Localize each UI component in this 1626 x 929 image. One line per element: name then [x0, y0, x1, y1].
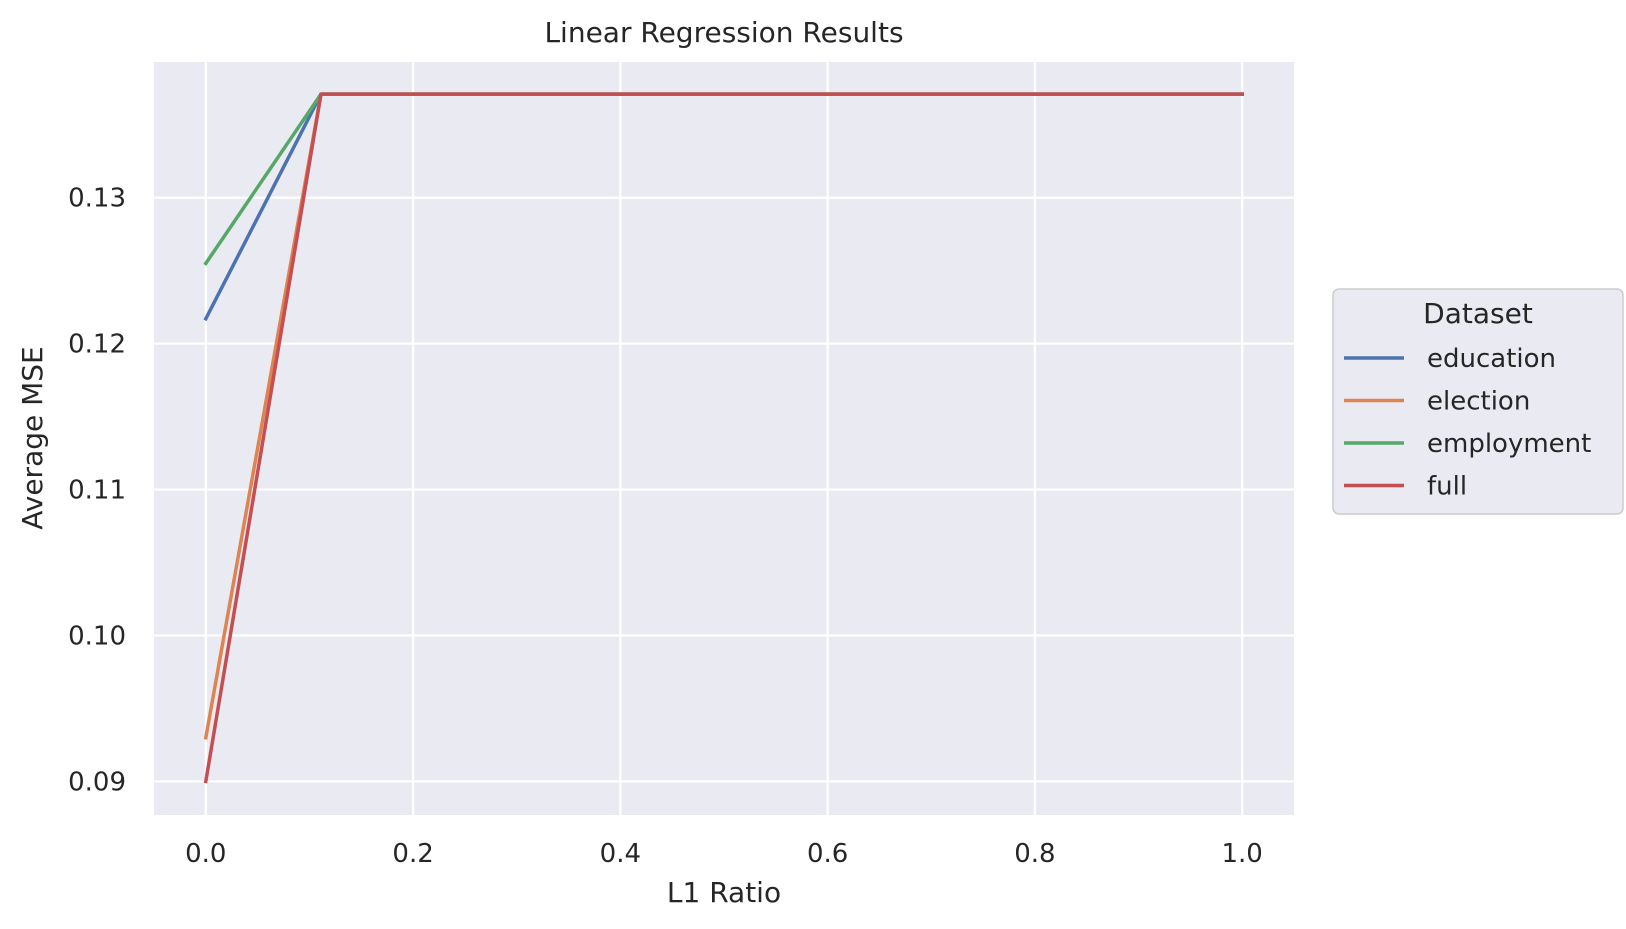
- legend-box: [1332, 288, 1624, 515]
- y-tick-label: 0.11: [68, 476, 126, 506]
- x-tick-label: 0.6: [807, 839, 848, 869]
- x-tick-label: 0.4: [600, 839, 641, 869]
- x-tick-label: 1.0: [1222, 839, 1263, 869]
- x-tick-label: 0.0: [185, 839, 226, 869]
- y-tick-label: 0.09: [68, 767, 126, 797]
- series-lines: [203, 92, 1244, 784]
- legend-label-full: full: [1427, 472, 1467, 502]
- x-tick-label: 0.8: [1014, 839, 1055, 869]
- legend: Dataset education election employment full: [1332, 288, 1624, 515]
- x-tick-label: 0.2: [392, 839, 433, 869]
- legend-title: Dataset: [1423, 297, 1533, 330]
- y-tick-label: 0.12: [68, 330, 126, 360]
- chart-title: Linear Regression Results: [544, 16, 903, 49]
- legend-label-election: election: [1427, 387, 1530, 417]
- x-tick-labels: 0.0 0.2 0.4 0.6 0.8 1.0: [185, 839, 1263, 869]
- series-line-full: [203, 92, 1244, 784]
- legend-label-education: education: [1427, 344, 1556, 374]
- y-tick-labels: 0.09 0.10 0.11 0.12 0.13: [68, 184, 126, 798]
- legend-label-employment: employment: [1427, 429, 1591, 459]
- y-tick-label: 0.13: [68, 184, 126, 214]
- grid: [154, 62, 1294, 815]
- y-axis-label: Average MSE: [16, 346, 49, 530]
- y-tick-label: 0.10: [68, 622, 126, 652]
- plot-area: [154, 62, 1294, 815]
- legend-items: education election employment full: [1344, 344, 1591, 502]
- x-axis-label: L1 Ratio: [667, 876, 781, 909]
